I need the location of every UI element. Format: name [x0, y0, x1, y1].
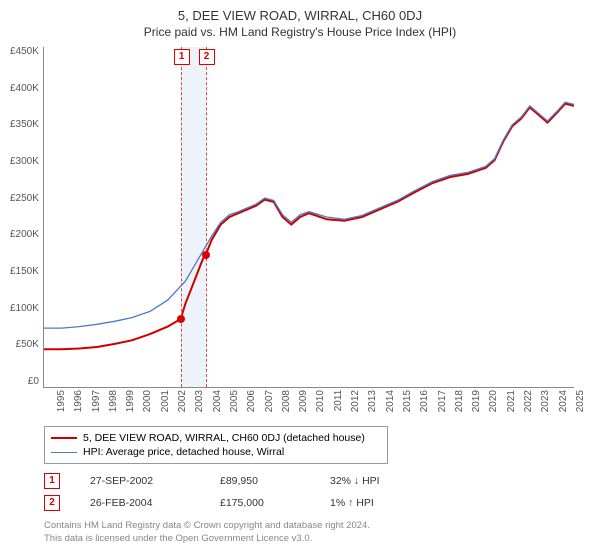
x-tick-label: 2014 [385, 390, 396, 412]
y-tick-label: £200K [10, 230, 39, 240]
y-axis: £450K £400K £350K £300K £250K £200K £150K £100K… [10, 47, 43, 387]
legend-item: HPI: Average price, detached house, Wirr… [51, 445, 381, 459]
sale-delta: 32% ↓ HPI [330, 475, 380, 487]
sale-point [202, 251, 210, 259]
x-tick-label: 2017 [437, 390, 448, 412]
y-tick-label: £100K [10, 304, 39, 314]
legend-swatch [51, 437, 77, 439]
sale-price: £89,950 [220, 475, 300, 487]
x-tick-label: 1996 [73, 390, 84, 412]
series-property [44, 104, 574, 350]
x-tick-label: 2009 [298, 390, 309, 412]
legend-label: 5, DEE VIEW ROAD, WIRRAL, CH60 0DJ (deta… [83, 432, 365, 444]
sale-date: 26-FEB-2004 [90, 497, 190, 509]
sale-vline [206, 47, 207, 387]
x-tick-label: 2022 [523, 390, 534, 412]
x-tick-label: 2025 [575, 390, 586, 412]
x-tick-label: 1997 [91, 390, 102, 412]
y-tick-label: £450K [10, 47, 39, 57]
chart-container: £450K £400K £350K £300K £250K £200K £150K £100K… [10, 47, 590, 388]
footer-attribution: Contains HM Land Registry data © Crown c… [44, 520, 590, 545]
sales-list: 1 27-SEP-2002 £89,950 32% ↓ HPI 2 26-FEB-2004… [44, 470, 590, 514]
plot-area: 12 [43, 47, 574, 388]
footer-line: Contains HM Land Registry data © Crown c… [44, 520, 590, 532]
legend: 5, DEE VIEW ROAD, WIRRAL, CH60 0DJ (deta… [44, 426, 388, 464]
x-tick-label: 2023 [540, 390, 551, 412]
y-tick-label: £400K [10, 84, 39, 94]
legend-label: HPI: Average price, detached house, Wirr… [83, 446, 284, 458]
x-tick-label: 2018 [454, 390, 465, 412]
legend-swatch [51, 452, 77, 453]
x-axis: 1995 1996 1997 1998 1999 2000 2001 2002 2003 2004… [56, 388, 586, 412]
y-tick-label: £150K [10, 267, 39, 277]
x-tick-label: 2001 [160, 390, 171, 412]
page-subtitle: Price paid vs. HM Land Registry's House … [10, 25, 590, 39]
sale-callout: 2 [199, 49, 215, 65]
y-tick-label: £350K [10, 120, 39, 130]
x-tick-label: 2005 [229, 390, 240, 412]
x-tick-label: 2016 [419, 390, 430, 412]
sale-callout: 1 [174, 49, 190, 65]
series-hpi [44, 102, 574, 328]
sale-date: 27-SEP-2002 [90, 475, 190, 487]
y-tick-label: £300K [10, 157, 39, 167]
sale-vline [181, 47, 182, 387]
chart-lines [44, 47, 574, 387]
sale-row: 1 27-SEP-2002 £89,950 32% ↓ HPI [44, 470, 590, 492]
x-tick-label: 2024 [558, 390, 569, 412]
x-tick-label: 2007 [264, 390, 275, 412]
x-tick-label: 2021 [506, 390, 517, 412]
sale-delta: 1% ↑ HPI [330, 497, 374, 509]
sale-price: £175,000 [220, 497, 300, 509]
x-tick-label: 1995 [56, 390, 67, 412]
page-title: 5, DEE VIEW ROAD, WIRRAL, CH60 0DJ [10, 8, 590, 23]
x-tick-label: 2015 [402, 390, 413, 412]
y-tick-label: £250K [10, 194, 39, 204]
y-tick-label: £50K [16, 340, 39, 350]
x-tick-label: 2000 [142, 390, 153, 412]
footer-line: This data is licensed under the Open Gov… [44, 533, 590, 545]
x-tick-label: 2012 [350, 390, 361, 412]
sale-number-box: 2 [44, 495, 60, 511]
x-tick-label: 2013 [367, 390, 378, 412]
x-tick-label: 2003 [194, 390, 205, 412]
legend-item: 5, DEE VIEW ROAD, WIRRAL, CH60 0DJ (deta… [51, 431, 381, 445]
x-tick-label: 2004 [212, 390, 223, 412]
x-tick-label: 2020 [488, 390, 499, 412]
sale-point [177, 315, 185, 323]
y-tick-label: £0 [28, 377, 39, 387]
x-tick-label: 2006 [246, 390, 257, 412]
x-tick-label: 2019 [471, 390, 482, 412]
x-tick-label: 2011 [333, 390, 344, 412]
x-tick-label: 2010 [315, 390, 326, 412]
x-tick-label: 2008 [281, 390, 292, 412]
x-tick-label: 1998 [108, 390, 119, 412]
x-tick-label: 1999 [125, 390, 136, 412]
sale-row: 2 26-FEB-2004 £175,000 1% ↑ HPI [44, 492, 590, 514]
sale-number-box: 1 [44, 473, 60, 489]
x-tick-label: 2002 [177, 390, 188, 412]
